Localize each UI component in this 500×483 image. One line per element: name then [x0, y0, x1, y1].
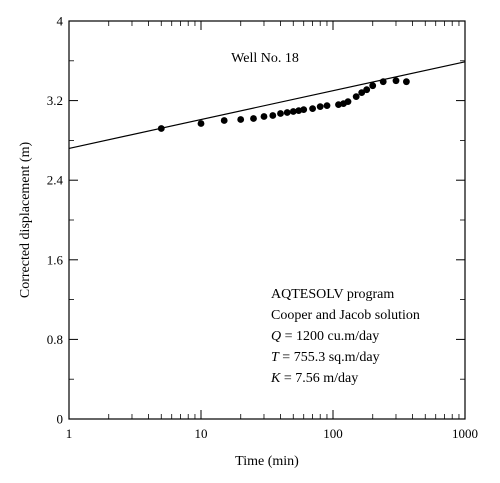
- data-point: [250, 115, 257, 122]
- data-point: [358, 89, 366, 96]
- data-point: [369, 82, 377, 90]
- data-points: [157, 77, 410, 132]
- data-point: [260, 113, 268, 120]
- data-point: [403, 78, 410, 86]
- data-point: [237, 116, 245, 123]
- y-axis-label: Corrected displacement (m): [18, 142, 33, 299]
- axis-tick-labels: 1 10 100 1000 0 0.8 1.6 2.4 3.2 4: [47, 14, 478, 442]
- data-point: [220, 117, 228, 124]
- data-point: [277, 110, 284, 117]
- data-point: [269, 112, 277, 119]
- x-tick-label: 1: [66, 426, 73, 441]
- data-point: [363, 86, 371, 94]
- annotation-line: T = 755.3 sq.m/day: [271, 350, 380, 365]
- axis-ticks: [68, 20, 466, 420]
- data-point: [300, 106, 308, 113]
- x-tick-label: 100: [323, 426, 343, 441]
- data-point: [392, 77, 400, 85]
- y-tick-label: 3.2: [47, 93, 63, 108]
- annotation-line: K = 7.56 m/day: [270, 371, 358, 386]
- fitted-line: [68, 61, 466, 149]
- data-point: [323, 102, 331, 109]
- data-point: [344, 98, 352, 105]
- chart-title: Well No. 18: [231, 51, 299, 66]
- annotation-block: AQTESOLV program Cooper and Jacob solutio…: [270, 287, 420, 386]
- data-point: [289, 108, 297, 115]
- data-point: [352, 93, 360, 100]
- annotation-line: AQTESOLV program: [271, 287, 394, 302]
- data-point: [197, 120, 205, 127]
- y-tick-label: 4: [57, 14, 64, 29]
- y-tick-label: 2.4: [47, 173, 64, 188]
- data-point: [316, 103, 324, 110]
- data-point: [157, 125, 165, 132]
- x-tick-label: 10: [195, 426, 208, 441]
- data-point: [283, 109, 291, 116]
- x-axis-label: Time (min): [235, 454, 299, 469]
- annotation-line: Q = 1200 cu.m/day: [271, 329, 379, 344]
- data-point: [379, 78, 387, 86]
- y-tick-label: 0.8: [47, 332, 63, 347]
- x-tick-label: 1000: [452, 426, 478, 441]
- y-tick-label: 0: [57, 412, 64, 427]
- y-tick-label: 1.6: [47, 252, 64, 267]
- annotation-line: Cooper and Jacob solution: [271, 308, 420, 323]
- data-point: [309, 105, 316, 112]
